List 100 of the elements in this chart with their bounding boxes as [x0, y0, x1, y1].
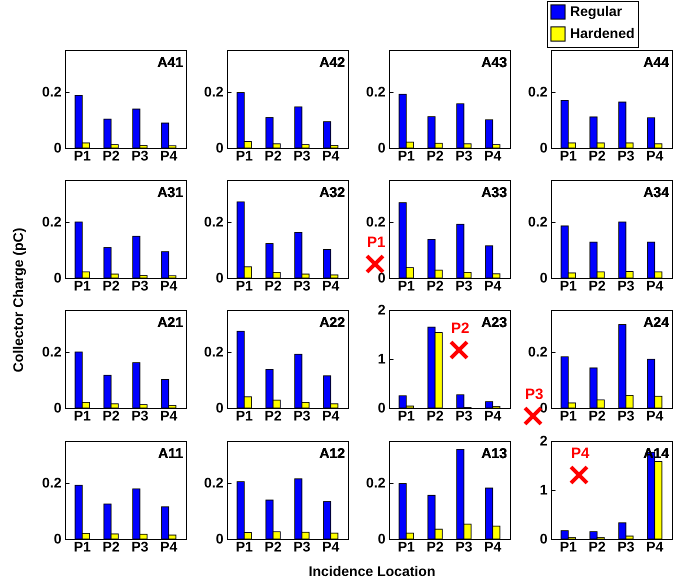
- chart-title: A14: [643, 445, 670, 461]
- x-tick-label: P2: [102, 278, 120, 294]
- y-tick-label: 0.2: [42, 474, 62, 490]
- x-tick-label: P3: [293, 538, 311, 554]
- x-tick-label: P3: [131, 278, 149, 294]
- x-tick-label: P2: [426, 538, 444, 554]
- y-tick-label: 1: [540, 482, 548, 498]
- y-tick-label: 0.2: [204, 214, 224, 230]
- x-tick-label: P4: [322, 278, 340, 294]
- x-tick-label: P1: [74, 278, 92, 294]
- x-tick-label: P1: [74, 538, 92, 554]
- y-tick-label: 0.2: [528, 214, 548, 230]
- y-tick-label: 0.2: [42, 344, 62, 360]
- x-tick-label: P2: [102, 148, 120, 164]
- x-tick-label: P2: [588, 148, 606, 164]
- x-tick-label: P4: [484, 538, 502, 554]
- y-tick-label: 0.2: [366, 474, 386, 490]
- y-tick-label: 0.2: [366, 84, 386, 100]
- x-tick-label: P4: [160, 278, 178, 294]
- x-tick-label: P2: [588, 538, 606, 554]
- y-tick-label: 0: [540, 140, 548, 156]
- x-tick-label: P2: [588, 278, 606, 294]
- x-tick-label: P2: [588, 408, 606, 424]
- x-tick-label: P2: [426, 148, 444, 164]
- x-tick-label: P1: [398, 408, 416, 424]
- x-tick-label: P2: [102, 538, 120, 554]
- x-tick-label: P1: [398, 278, 416, 294]
- x-tick-label: P3: [617, 538, 635, 554]
- annotation: P2: [451, 320, 470, 337]
- y-axis-title: Collector Charge (pC): [10, 228, 26, 372]
- y-tick-label: 0: [216, 270, 224, 286]
- y-tick-label: 0: [540, 530, 548, 546]
- y-tick-label: 0: [216, 400, 224, 416]
- y-tick-label: 0.2: [528, 344, 548, 360]
- y-tick-label: 0.2: [204, 84, 224, 100]
- x-tick-label: P3: [131, 408, 149, 424]
- y-tick-label: 0: [378, 530, 386, 546]
- x-tick-label: P2: [264, 538, 282, 554]
- y-tick-label: 0: [216, 530, 224, 546]
- annotation: P4: [571, 445, 590, 462]
- x-axis-title: Incidence Location: [308, 563, 436, 579]
- y-tick-label: 0: [378, 140, 386, 156]
- chart-title: A33: [481, 184, 508, 200]
- chart-title: A21: [157, 314, 184, 330]
- x-tick-label: P4: [322, 538, 340, 554]
- y-tick-label: 0.2: [42, 84, 62, 100]
- y-tick-label: 2: [540, 432, 548, 448]
- x-tick-label: P3: [455, 538, 473, 554]
- x-tick-label: P1: [236, 538, 254, 554]
- y-tick-label: 0: [54, 400, 62, 416]
- x-tick-label: P2: [426, 278, 444, 294]
- x-tick-label: P3: [455, 148, 473, 164]
- x-tick-label: P4: [646, 278, 664, 294]
- chart-title: A11: [158, 445, 184, 461]
- x-tick-label: P4: [646, 148, 664, 164]
- y-tick-label: 0: [216, 140, 224, 156]
- chart-title: A44: [643, 54, 670, 70]
- legend-label: Regular: [570, 3, 623, 19]
- x-tick-label: P3: [131, 538, 149, 554]
- x-tick-label: P1: [236, 148, 254, 164]
- x-tick-label: P4: [322, 408, 340, 424]
- chart-title: A34: [643, 184, 670, 200]
- x-tick-label: P3: [455, 278, 473, 294]
- x-tick-label: P2: [264, 408, 282, 424]
- x-tick-label: P3: [455, 408, 473, 424]
- x-tick-label: P4: [160, 538, 178, 554]
- x-tick-label: P4: [160, 408, 178, 424]
- y-tick-label: 0.2: [42, 214, 62, 230]
- x-tick-label: P1: [74, 408, 92, 424]
- text: P3: [525, 386, 544, 403]
- x-tick-label: P1: [560, 148, 578, 164]
- x-tick-label: P1: [74, 148, 92, 164]
- x-tick-label: P3: [617, 278, 635, 294]
- chart-title: A31: [157, 184, 184, 200]
- x-tick-label: P3: [617, 408, 635, 424]
- chart-title: A22: [319, 314, 346, 330]
- x-tick-label: P2: [102, 408, 120, 424]
- y-tick-label: 0.2: [528, 84, 548, 100]
- x-tick-label: P3: [617, 148, 635, 164]
- y-tick-label: 2: [378, 302, 386, 318]
- chart-title: A41: [157, 54, 184, 70]
- x-tick-label: P1: [560, 538, 578, 554]
- x-tick-label: P3: [293, 148, 311, 164]
- x-tick-label: P3: [293, 278, 311, 294]
- y-tick-label: 1: [378, 350, 386, 366]
- x-tick-label: P3: [293, 408, 311, 424]
- x-tick-label: P2: [426, 408, 444, 424]
- y-tick-label: 0.2: [204, 474, 224, 490]
- x-tick-label: P4: [160, 148, 178, 164]
- y-tick-label: 0: [54, 140, 62, 156]
- x-tick-label: P4: [646, 408, 664, 424]
- x-tick-label: P4: [484, 278, 502, 294]
- chart-title: A42: [319, 54, 346, 70]
- chart-title: A24: [643, 314, 670, 330]
- chart-title: A13: [481, 445, 508, 461]
- x-tick-label: P1: [236, 408, 254, 424]
- chart-title: A12: [319, 445, 346, 461]
- text: P1: [367, 234, 386, 251]
- chart-title: A32: [319, 184, 346, 200]
- y-tick-label: 0: [378, 270, 386, 286]
